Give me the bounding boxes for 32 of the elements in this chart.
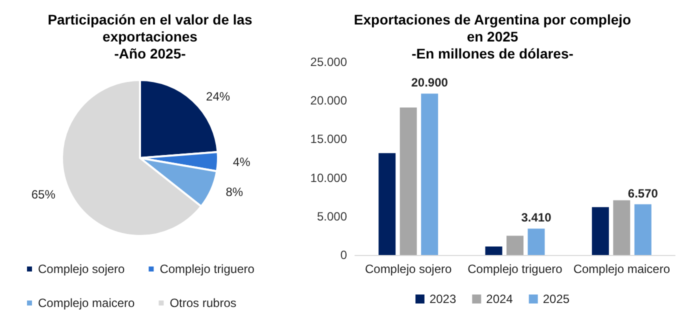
data-label: 24%: [206, 89, 230, 104]
y-tick-label: 20.000: [310, 94, 348, 108]
bar: [613, 200, 630, 255]
x-tick-label: Complejo triguero: [468, 262, 563, 276]
bar: [506, 236, 524, 255]
chart-title: Exportaciones de Argentina por complejo en 2025 -En millones de dólares-: [354, 12, 632, 62]
bar: [378, 153, 396, 255]
y-tick-label: 5.000: [316, 209, 348, 224]
legend-label: 2023: [429, 292, 456, 306]
bar: [421, 94, 438, 255]
y-tick-label: 10.000: [310, 170, 348, 185]
legend-label: Otros rubros: [170, 296, 236, 310]
chart-title: Participación en el valor de las exportaciones -Año 2025-: [48, 12, 253, 62]
bar: [634, 204, 652, 255]
data-label: 20.900: [411, 76, 448, 90]
y-tick-label: 15.000: [310, 132, 348, 146]
data-label: 6.570: [628, 186, 658, 200]
y-tick-label: 0: [340, 248, 348, 262]
data-label: 8%: [226, 185, 244, 200]
data-label: 3.410: [521, 210, 552, 225]
legend-label: 2024: [486, 292, 514, 306]
legend-label: Complejo maicero: [38, 296, 136, 310]
data-label: 4%: [232, 154, 251, 169]
data-label: 65%: [31, 188, 56, 202]
bar: [485, 246, 502, 255]
bar: [400, 108, 417, 255]
bar: [592, 207, 609, 255]
x-tick-label: Complejo sojero: [364, 262, 452, 276]
y-tick-label: 25.000: [310, 55, 348, 69]
x-tick-label: Complejo maicero: [573, 262, 670, 276]
bar: [528, 228, 545, 255]
legend-label: 2025: [542, 292, 570, 306]
